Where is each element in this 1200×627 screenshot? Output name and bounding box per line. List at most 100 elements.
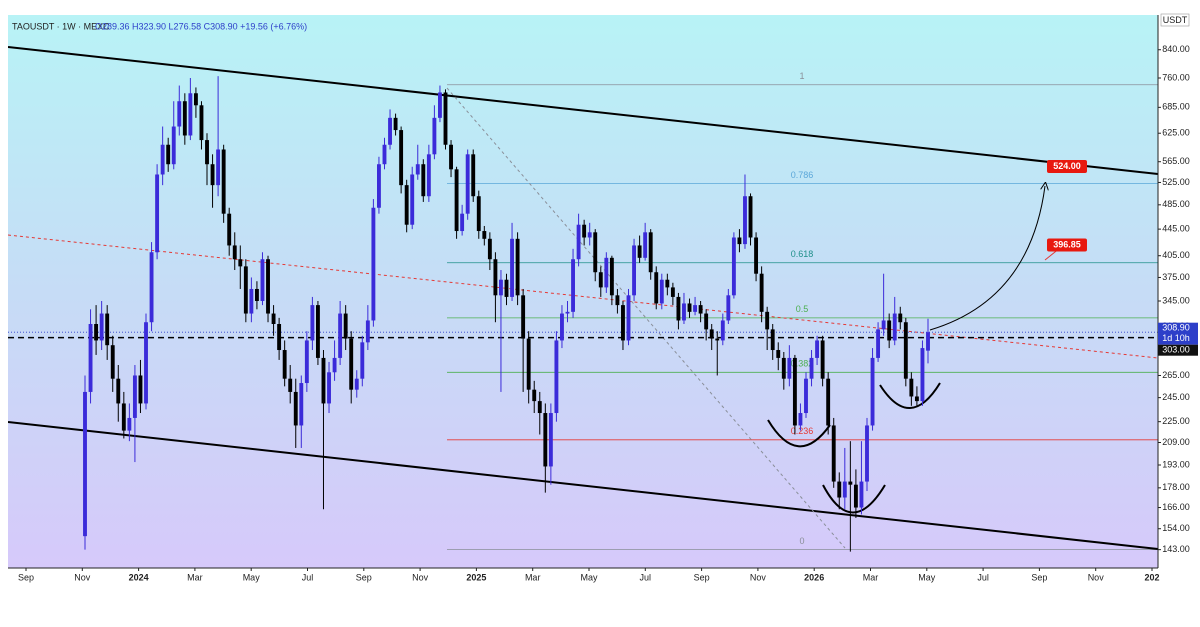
candle-body (532, 389, 537, 402)
candle-body (826, 378, 831, 426)
cup-arc (822, 484, 886, 514)
last-price-label: 308.90 (1162, 323, 1190, 333)
candle-body (171, 126, 176, 165)
candle-body (615, 295, 620, 306)
candle-body (565, 311, 570, 314)
y-tick-label: 375.00 (1162, 272, 1190, 282)
candle-body (537, 401, 542, 414)
candle-body (365, 320, 370, 343)
y-tick-label: 143.00 (1162, 544, 1190, 554)
cup-arc (767, 419, 831, 448)
y-tick-label: 760.00 (1162, 72, 1190, 82)
fib-label: 0 (799, 536, 804, 546)
candle-body (144, 322, 148, 404)
projection-arrow (929, 186, 1045, 331)
candle-body (687, 303, 692, 312)
candle-body (881, 320, 886, 330)
candle-body (560, 313, 564, 341)
candle-body (870, 357, 875, 426)
x-tick-label: May (243, 572, 261, 582)
candle-body (99, 313, 104, 341)
candle-body (848, 481, 853, 485)
candle-body (548, 413, 553, 467)
y-tick-label: 265.00 (1162, 370, 1190, 380)
candle-body (693, 305, 698, 312)
candle-body (227, 213, 232, 246)
x-tick-label: Mar (187, 572, 203, 582)
candles (83, 76, 930, 552)
candle-body (820, 340, 825, 379)
candle-body (709, 329, 714, 339)
channel-lower (8, 421, 1158, 550)
candle-body (288, 378, 293, 392)
fib-label: 0.382 (791, 359, 814, 369)
candle-body (182, 101, 187, 136)
x-tick-label: May (918, 572, 936, 582)
fib-label: 0.5 (796, 304, 809, 314)
fib-label: 0.786 (791, 170, 814, 180)
x-tick-label: Jul (640, 572, 652, 582)
candle-body (360, 342, 365, 379)
candle-body (743, 196, 747, 245)
candle-body (410, 174, 415, 225)
target-label: 396.85 (1053, 239, 1081, 249)
candle-body (221, 149, 226, 214)
candle-body (310, 305, 315, 341)
candle-body (327, 372, 331, 404)
last-price-badge (1158, 322, 1198, 345)
candle-body (731, 237, 736, 296)
candle-body (815, 340, 820, 358)
y-tick-label: 525.00 (1162, 177, 1190, 187)
candle-body (315, 305, 320, 358)
candle-body (210, 164, 215, 186)
candle-body (582, 224, 587, 238)
candle-body (554, 340, 559, 414)
x-tick-label: Sep (694, 572, 710, 582)
candle-body (388, 117, 392, 145)
y-tick-label: 445.00 (1162, 223, 1190, 233)
time-axis (0, 568, 1158, 588)
x-tick-label: Sep (1031, 572, 1047, 582)
candle-body (598, 272, 603, 288)
candle-body (371, 207, 376, 321)
candle-body (110, 345, 115, 379)
candle-body (676, 296, 681, 321)
candle-body (243, 266, 248, 314)
candle-body (454, 169, 459, 232)
candle-body (648, 232, 653, 273)
line-price-label: 303.00 (1162, 345, 1190, 355)
candle-body (354, 378, 359, 390)
target-label: 524.00 (1053, 161, 1081, 171)
candle-body (471, 154, 476, 197)
targets: 524.00 396.85 (1047, 159, 1087, 252)
y-tick-label: 225.00 (1162, 416, 1190, 426)
y-tick-label: 193.00 (1162, 459, 1190, 469)
candle-body (193, 93, 198, 106)
candle-body (698, 305, 703, 314)
candle-body (421, 164, 426, 197)
candle-body (876, 329, 881, 358)
candle-body (720, 320, 725, 341)
candle-body (460, 213, 465, 232)
candle-body (576, 224, 581, 260)
candle-body (304, 340, 309, 384)
candle-body (665, 279, 670, 288)
candle-body (487, 238, 492, 260)
price-axis (1158, 0, 1200, 627)
candle-body (510, 238, 514, 297)
x-tick-label: Jul (302, 572, 314, 582)
candle-body (670, 287, 675, 297)
candle-body (338, 313, 343, 358)
y-tick-label: 154.00 (1162, 523, 1190, 533)
candle-body (160, 144, 165, 175)
candle-body (271, 313, 276, 324)
candle-body (920, 348, 925, 402)
candle-body (737, 237, 742, 245)
candle-body (759, 273, 764, 312)
candle-body (809, 357, 814, 379)
x-tick-label: Nov (1088, 572, 1105, 582)
candle-body (266, 259, 270, 314)
candle-body (88, 323, 93, 392)
candle-body (399, 130, 404, 186)
axis-labels: 840.00 760.00 685.00 625.00 565.00 525.00 485.… (18, 44, 1198, 582)
